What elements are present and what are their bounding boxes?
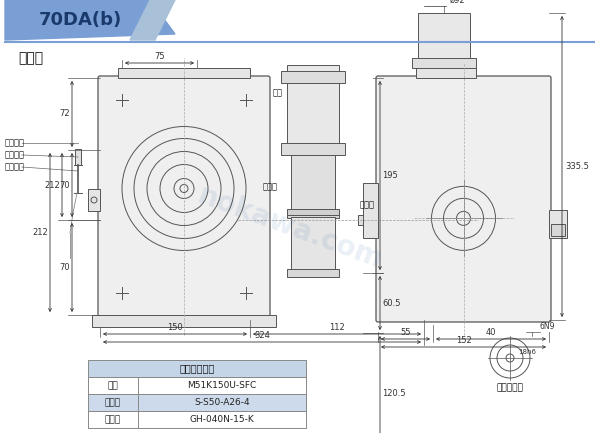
Text: 212: 212 — [44, 181, 60, 190]
Text: 72: 72 — [59, 110, 70, 119]
Bar — [118, 68, 250, 78]
Bar — [291, 217, 335, 273]
Text: 電機配套部件: 電機配套部件 — [179, 363, 214, 374]
Text: S-S50-A26-4: S-S50-A26-4 — [194, 398, 250, 407]
Bar — [75, 149, 81, 165]
Text: 150: 150 — [167, 323, 183, 332]
Text: M51K150U-SFC: M51K150U-SFC — [187, 381, 256, 390]
Text: ø92: ø92 — [449, 0, 465, 5]
FancyBboxPatch shape — [376, 76, 551, 322]
Text: 70DA(b): 70DA(b) — [38, 11, 122, 29]
Bar — [287, 209, 339, 215]
Text: 6N9: 6N9 — [540, 322, 555, 331]
Bar — [287, 65, 339, 155]
Bar — [551, 224, 565, 236]
Text: 70: 70 — [59, 263, 70, 272]
Text: 減速機: 減速機 — [360, 200, 375, 210]
Polygon shape — [5, 0, 175, 40]
Text: nokawa.com: nokawa.com — [193, 181, 387, 275]
Polygon shape — [130, 0, 175, 40]
Bar — [88, 360, 306, 377]
Text: 120.5: 120.5 — [382, 388, 406, 397]
Bar — [281, 143, 345, 155]
Bar — [287, 269, 339, 277]
Text: 212: 212 — [32, 228, 48, 237]
Bar — [363, 183, 378, 238]
Text: 減速機: 減速機 — [105, 415, 121, 424]
Text: 18h6: 18h6 — [518, 349, 536, 355]
Bar — [88, 394, 306, 411]
Text: 馬達: 馬達 — [108, 381, 119, 390]
FancyBboxPatch shape — [98, 76, 270, 317]
Bar — [88, 377, 306, 394]
Bar — [412, 58, 476, 68]
Text: 75: 75 — [154, 52, 165, 61]
Text: 40: 40 — [486, 328, 496, 337]
Text: GH-040N-15-K: GH-040N-15-K — [190, 415, 255, 424]
Bar — [92, 315, 276, 327]
Bar — [88, 411, 306, 428]
Text: 152: 152 — [456, 336, 471, 345]
Bar — [416, 63, 476, 78]
Bar — [88, 189, 100, 211]
Bar — [287, 210, 339, 218]
Text: 195: 195 — [382, 171, 398, 180]
Bar — [281, 71, 345, 83]
Text: 70: 70 — [59, 181, 70, 190]
Text: 加長入力軸: 加長入力軸 — [497, 383, 524, 392]
Text: 324: 324 — [254, 331, 270, 340]
Bar — [358, 215, 374, 225]
Text: 感應支架: 感應支架 — [5, 162, 25, 171]
Text: 直插式: 直插式 — [18, 51, 43, 65]
Text: 60.5: 60.5 — [382, 298, 401, 307]
Text: 馬達: 馬達 — [273, 88, 283, 97]
Text: 55: 55 — [400, 328, 411, 337]
Text: 335.5: 335.5 — [565, 162, 589, 171]
Text: 耶合器: 耶合器 — [105, 398, 121, 407]
Text: 112: 112 — [329, 323, 345, 332]
Bar — [549, 210, 567, 238]
Bar — [291, 155, 335, 213]
Text: 感應開關: 感應開關 — [5, 139, 25, 148]
Text: 感應凸輪: 感應凸輪 — [5, 151, 25, 159]
Text: 耶合器: 耶合器 — [263, 182, 278, 191]
Bar — [418, 13, 470, 63]
